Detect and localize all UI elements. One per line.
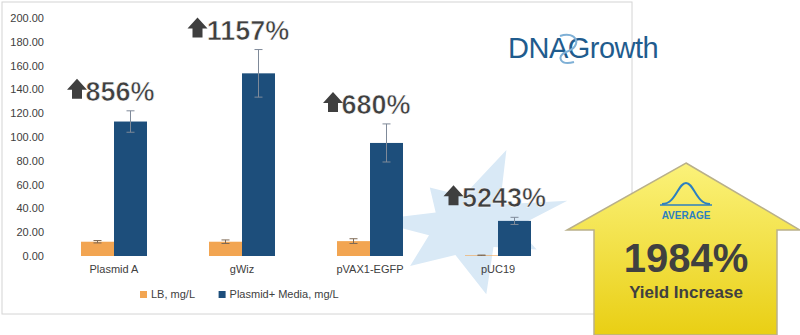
y-tick: [46, 160, 50, 161]
x-tick-label: pUC19: [481, 263, 515, 275]
y-tick-label: 180.00: [10, 36, 44, 48]
y-tick: [46, 208, 50, 209]
y-tick-label: 140.00: [10, 83, 44, 95]
bell-curve-base: [660, 204, 712, 206]
error-bar: [350, 239, 358, 244]
y-tick: [46, 18, 50, 19]
y-tick: [46, 41, 50, 42]
y-tick: [46, 256, 50, 257]
y-tick-label: 120.00: [10, 107, 44, 119]
y-tick-label: 20.00: [16, 226, 44, 238]
annotation: 856%: [85, 77, 154, 107]
y-tick: [46, 65, 50, 66]
annotation-arrow: [67, 79, 87, 99]
annotation-arrow: [188, 18, 208, 38]
average-label: AVERAGE: [662, 210, 711, 221]
y-tick-label: 60.00: [16, 179, 44, 191]
page: {"chart_data": { "type": "bar", "categor…: [0, 0, 800, 335]
bar: [498, 221, 531, 256]
y-tick: [46, 232, 50, 233]
legend-label: LB, mg/L: [151, 288, 195, 300]
y-tick-label: 0.00: [23, 250, 44, 262]
annotation: 680%: [341, 90, 410, 120]
error-bar: [478, 255, 486, 256]
legend-swatch: [140, 291, 147, 298]
bar: [465, 255, 498, 256]
bar: [81, 242, 114, 256]
bar: [242, 73, 275, 256]
bars: [81, 50, 531, 256]
y-tick: [46, 89, 50, 90]
legend-swatch: [219, 291, 226, 298]
error-bar: [383, 124, 391, 162]
y-tick-label: 200.00: [10, 12, 44, 24]
y-tick-label: 100.00: [10, 131, 44, 143]
bar: [114, 122, 147, 256]
annotation-arrow: [323, 92, 343, 112]
bell-curve-icon: [662, 183, 710, 204]
logo-swirl: [560, 35, 576, 63]
chart: 0.00 20.00 40.00 60.00 80.00 100.00 120.00 140.…: [0, 0, 800, 335]
average-arrow: [567, 163, 800, 335]
error-bar: [222, 240, 230, 244]
logo: DNAGrowth: [508, 32, 658, 64]
error-bar: [511, 217, 519, 224]
x-tick-label: Plasmid A: [90, 263, 140, 275]
average-value: 1984%: [624, 236, 749, 280]
y-tick: [46, 113, 50, 114]
x-tick-label: gWiz: [230, 263, 254, 275]
annotation: 1157%: [207, 16, 290, 46]
legend-label: Plasmid+ Media, mg/L: [230, 288, 339, 300]
x-tick-label: pVAX1-EGFP: [336, 263, 403, 275]
y-tick: [46, 184, 50, 185]
error-bar: [127, 111, 135, 132]
y-tick-label: 160.00: [10, 60, 44, 72]
error-bar: [255, 50, 263, 98]
annotation-arrow: [444, 185, 464, 205]
y-tick-label: 40.00: [16, 202, 44, 214]
y-tick-label: 80.00: [16, 155, 44, 167]
annotation: 5243%: [462, 183, 546, 213]
y-tick: [46, 137, 50, 138]
error-bar: [94, 241, 102, 243]
average-caption: Yield Increase: [629, 283, 743, 302]
